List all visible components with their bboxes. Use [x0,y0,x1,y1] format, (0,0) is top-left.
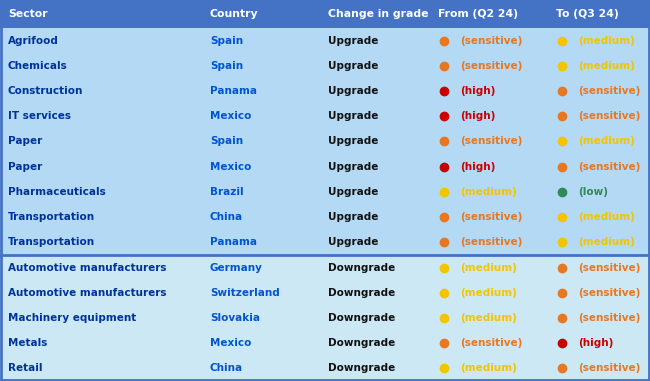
Text: Paper: Paper [8,136,42,146]
Text: IT services: IT services [8,111,71,121]
Text: Downgrade: Downgrade [328,363,395,373]
Text: (medium): (medium) [578,136,635,146]
Text: (high): (high) [460,86,495,96]
Text: Mexico: Mexico [210,111,252,121]
Text: China: China [210,363,243,373]
Bar [0,28,650,53]
Text: Construction: Construction [8,86,83,96]
Text: Machinery equipment: Machinery equipment [8,313,136,323]
Text: Germany: Germany [210,263,263,272]
Text: (medium): (medium) [460,313,517,323]
Text: Upgrade: Upgrade [328,212,378,222]
Text: Automotive manufacturers: Automotive manufacturers [8,263,166,272]
Text: Country: Country [210,9,259,19]
Text: Downgrade: Downgrade [328,288,395,298]
Bar [0,305,650,331]
Text: (sensitive): (sensitive) [578,86,640,96]
Text: (medium): (medium) [460,263,517,272]
Bar [0,129,650,154]
Text: Agrifood: Agrifood [8,35,59,46]
Bar [0,0,650,28]
Text: Change in grade: Change in grade [328,9,428,19]
Text: (sensitive): (sensitive) [460,61,523,71]
Text: Spain: Spain [210,136,243,146]
Text: (sensitive): (sensitive) [460,136,523,146]
Text: Slovakia: Slovakia [210,313,260,323]
Text: (low): (low) [578,187,608,197]
Text: Metals: Metals [8,338,47,348]
Bar [0,179,650,205]
Text: Sector: Sector [8,9,47,19]
Text: (medium): (medium) [460,288,517,298]
Text: Panama: Panama [210,237,257,247]
Bar [0,205,650,230]
Text: Downgrade: Downgrade [328,338,395,348]
Text: (sensitive): (sensitive) [460,212,523,222]
Text: Downgrade: Downgrade [328,263,395,272]
Text: (sensitive): (sensitive) [460,35,523,46]
Text: Upgrade: Upgrade [328,111,378,121]
Text: Mexico: Mexico [210,338,252,348]
Text: Upgrade: Upgrade [328,162,378,172]
Text: Spain: Spain [210,35,243,46]
Bar [0,104,650,129]
Text: (sensitive): (sensitive) [578,263,640,272]
Text: Switzerland: Switzerland [210,288,280,298]
Text: Transportation: Transportation [8,212,95,222]
Text: Transportation: Transportation [8,237,95,247]
Text: Upgrade: Upgrade [328,61,378,71]
Bar [0,255,650,280]
Text: Pharmaceuticals: Pharmaceuticals [8,187,106,197]
Text: (sensitive): (sensitive) [578,111,640,121]
Text: (medium): (medium) [460,187,517,197]
Text: (sensitive): (sensitive) [578,162,640,172]
Text: (high): (high) [578,338,614,348]
Text: Spain: Spain [210,61,243,71]
Text: (medium): (medium) [578,35,635,46]
Bar [0,280,650,305]
Text: (medium): (medium) [578,212,635,222]
Text: Panama: Panama [210,86,257,96]
Bar [0,230,650,255]
Bar [0,53,650,78]
Text: (sensitive): (sensitive) [460,237,523,247]
Text: Upgrade: Upgrade [328,237,378,247]
Text: (sensitive): (sensitive) [578,288,640,298]
Text: Retail: Retail [8,363,42,373]
Text: Chemicals: Chemicals [8,61,68,71]
Text: (medium): (medium) [578,61,635,71]
Bar [0,78,650,104]
Text: Upgrade: Upgrade [328,35,378,46]
Text: (sensitive): (sensitive) [578,313,640,323]
Text: Mexico: Mexico [210,162,252,172]
Text: Paper: Paper [8,162,42,172]
Text: (high): (high) [460,162,495,172]
Bar [0,356,650,381]
Text: (high): (high) [460,111,495,121]
Text: Automotive manufacturers: Automotive manufacturers [8,288,166,298]
Text: Upgrade: Upgrade [328,86,378,96]
Bar [0,331,650,356]
Text: Upgrade: Upgrade [328,136,378,146]
Text: Upgrade: Upgrade [328,187,378,197]
Text: Brazil: Brazil [210,187,244,197]
Text: Downgrade: Downgrade [328,313,395,323]
Text: (medium): (medium) [460,363,517,373]
Text: (medium): (medium) [578,237,635,247]
Bar [0,154,650,179]
Text: China: China [210,212,243,222]
Text: To (Q3 24): To (Q3 24) [556,9,619,19]
Text: (sensitive): (sensitive) [578,363,640,373]
Text: (sensitive): (sensitive) [460,338,523,348]
Text: From (Q2 24): From (Q2 24) [438,9,518,19]
